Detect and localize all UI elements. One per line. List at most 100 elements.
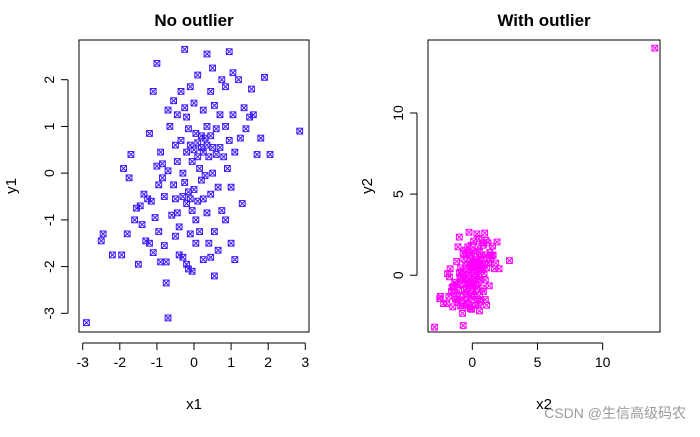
- data-point: [198, 132, 205, 140]
- data-point: [227, 183, 235, 191]
- data-point: [207, 190, 215, 198]
- data-point: [172, 195, 179, 203]
- data-point: [136, 202, 144, 210]
- data-point: [175, 251, 183, 259]
- data-point: [131, 216, 139, 224]
- data-point: [209, 144, 216, 151]
- data-point: [177, 87, 185, 95]
- data-point: [211, 272, 218, 280]
- data-point: [186, 195, 194, 203]
- data-point: [188, 207, 196, 214]
- data-point: [164, 314, 172, 322]
- data-point: [159, 174, 166, 182]
- data-point: [149, 87, 157, 95]
- data-point: [266, 151, 274, 158]
- data-point: [238, 200, 246, 207]
- y-tick-label: 0: [390, 271, 406, 279]
- y-tick-label: 5: [390, 190, 406, 198]
- data-point: [203, 209, 211, 217]
- data-point: [157, 148, 165, 156]
- x-tick-label: 10: [595, 354, 611, 370]
- data-point: [216, 144, 224, 151]
- data-point: [192, 130, 200, 137]
- data-point: [123, 230, 131, 238]
- data-point: [235, 76, 242, 84]
- data-point: [203, 123, 211, 130]
- data-point: [227, 239, 235, 247]
- data-point: [147, 197, 155, 205]
- data-point: [214, 246, 222, 254]
- data-point: [188, 267, 196, 275]
- data-point: [162, 258, 170, 266]
- data-point: [118, 251, 126, 259]
- data-point: [142, 237, 150, 245]
- data-point: [179, 253, 187, 261]
- data-point: [248, 85, 255, 93]
- data-point: [183, 148, 190, 156]
- x-tick-label: 1: [227, 354, 235, 370]
- data-point: [151, 214, 159, 221]
- data-point: [483, 301, 491, 309]
- data-point: [144, 195, 152, 203]
- data-point: [173, 158, 181, 165]
- y-tick-label: 0: [41, 169, 57, 177]
- data-point: [172, 232, 179, 240]
- data-point: [253, 151, 261, 158]
- data-point: [199, 106, 207, 114]
- data-point: [185, 125, 192, 133]
- data-point: [223, 165, 231, 172]
- data-point: [190, 186, 198, 193]
- data-point: [201, 172, 209, 179]
- data-point: [220, 153, 228, 161]
- data-point: [436, 292, 444, 300]
- data-point: [207, 253, 215, 261]
- data-point: [97, 237, 105, 245]
- data-point: [481, 229, 489, 237]
- data-point: [173, 209, 181, 217]
- data-point: [99, 230, 107, 238]
- data-point: [465, 228, 473, 236]
- data-point: [183, 113, 190, 121]
- data-point: [216, 111, 224, 119]
- data-point: [446, 265, 454, 273]
- data-point: [231, 148, 239, 156]
- data-point: [493, 238, 501, 246]
- data-point: [225, 48, 233, 56]
- y-tick-label: 10: [390, 105, 406, 121]
- x-tick-label: -3: [76, 354, 89, 370]
- y-tick-label: -1: [41, 213, 57, 226]
- data-point: [459, 309, 466, 317]
- data-point: [157, 258, 165, 266]
- data-point: [162, 279, 170, 287]
- data-point: [485, 282, 493, 290]
- data-point: [186, 230, 194, 238]
- data-point: [257, 134, 265, 142]
- data-point: [229, 69, 237, 77]
- y-tick-label: -2: [41, 260, 57, 273]
- data-point: [159, 160, 166, 168]
- data-point: [236, 134, 244, 142]
- plot-frame: [427, 39, 661, 333]
- data-point: [196, 165, 203, 172]
- data-point: [207, 132, 215, 140]
- chart-title: With outlier: [497, 11, 591, 30]
- data-point: [153, 162, 161, 170]
- data-point: [296, 127, 304, 135]
- data-point: [181, 104, 189, 112]
- data-point: [455, 233, 463, 241]
- y-tick-label: -3: [41, 307, 57, 320]
- data-point: [153, 59, 161, 67]
- x-tick-label: 3: [301, 354, 309, 370]
- data-point: [212, 151, 220, 158]
- x-axis-label: x2: [536, 396, 552, 413]
- data-point: [476, 307, 483, 315]
- data-point: [179, 169, 187, 177]
- watermark: CSDN @生信高级码农: [544, 405, 686, 421]
- data-point: [203, 50, 211, 58]
- data-point: [222, 83, 229, 91]
- data-point: [453, 258, 461, 265]
- y-tick-label: 1: [41, 122, 57, 130]
- data-point: [218, 76, 226, 84]
